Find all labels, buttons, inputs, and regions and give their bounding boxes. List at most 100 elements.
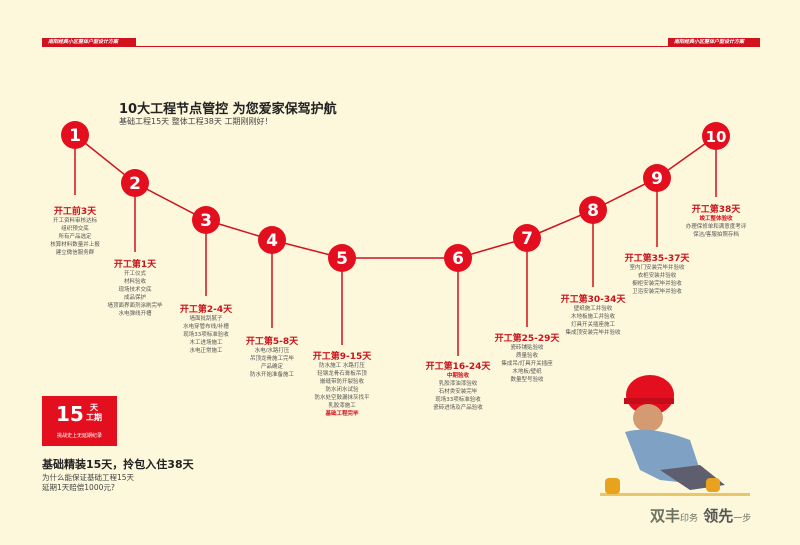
step-number: 8 [587, 201, 599, 221]
step-item: 墙面批刮腻子 [189, 316, 223, 322]
step-title: 开工第38天 [691, 205, 741, 215]
step-title: 开工第25-29天 [494, 334, 560, 344]
step-item: 水电正常施工 [189, 348, 223, 354]
step-node [444, 244, 472, 272]
step-item: 材料验收 [123, 279, 146, 285]
step-title: 开工第30-34天 [560, 295, 626, 305]
step-item: 防水开始准备施工 [249, 372, 294, 378]
step-10: 开工第38天 竣工整体验收 办理保修单和满意度考评 保洁/客服拍照存档 [656, 202, 776, 239]
step-item: 防水闭水试验 [325, 387, 359, 393]
step-title: 开工第2-4天 [179, 305, 233, 315]
step-item: 保洁/客服拍照存档 [693, 232, 739, 238]
step-item: 室内门安装完毕并验收 [629, 265, 685, 271]
step-item: 木工进场施工 [189, 340, 223, 346]
step-highlight: 竣工整体验收 [699, 216, 733, 222]
step-item: 乳胶漆油漆验收 [438, 381, 478, 387]
step-item: 集成吊/灯具开关插座 [501, 361, 553, 367]
page-subtitle: 基础工程15天 整体工程38天 工期刚刚好！ [119, 117, 273, 126]
step-3: 开工第2-4天 墙面批刮腻子 水电穿管布线/补槽 现场33项标准验收 木工进场施工 水电正… [146, 302, 266, 355]
step-item: 核算材料数量并上报 [50, 242, 100, 248]
step-item: 木地板/壁纸 [512, 369, 542, 375]
step-item: 质量验收 [515, 353, 538, 359]
step-title: 开工前3天 [53, 207, 97, 217]
step-item: 石材类安装完毕 [438, 389, 478, 395]
step-item: 组织预交底 [61, 226, 89, 232]
step-item: 灯具开关插座施工 [570, 322, 615, 328]
step-number: 6 [452, 249, 464, 269]
step-item: 墙顶面界面剂涂刷完毕 [107, 303, 163, 309]
badge-unit: 天工期 [86, 403, 102, 422]
step-number: 3 [200, 211, 212, 231]
step-item: 水电/水路打压 [254, 348, 290, 354]
step-number: 7 [521, 229, 533, 249]
step-title: 开工第35-37天 [624, 254, 690, 264]
step-item: 现场33项标准验收 [435, 397, 481, 403]
step-item: 成品保护 [123, 295, 146, 301]
step-item: 橱柜安装完毕并验收 [632, 281, 682, 287]
step-node [61, 121, 89, 149]
step-node [192, 206, 220, 234]
step-title: 开工第5-8天 [245, 337, 299, 347]
bottom-text: 为什么能保证基础工程15天 延期1天赔偿1000元? [42, 473, 135, 492]
step-node [258, 226, 286, 254]
step-item: 轻钢龙骨石膏板吊顶 [317, 371, 367, 377]
step-6: 开工第16-24天 中期验收 乳胶漆油漆验收 石材类安装完毕 现场33项标准验收 瓷砖进场… [398, 359, 518, 412]
step-number: 2 [129, 174, 141, 194]
step-number: 9 [651, 169, 663, 189]
step-title: 开工第9-15天 [312, 352, 372, 362]
step-item: 防水施工 水路打压 [319, 363, 365, 369]
step-number: 5 [336, 249, 348, 269]
step-item: 壁纸施工并验收 [573, 306, 613, 312]
step-item: 吊顶龙骨施工完毕 [249, 356, 294, 362]
step-item: 衣柜安装并验收 [637, 273, 677, 279]
step-2: 开工第1天 开工仪式 材料验收 现场技术交底 成品保护 墙顶面界面剂涂刷完毕 水电弹线开槽 [75, 257, 195, 318]
step-item: 水电穿管布线/补槽 [183, 324, 229, 330]
step-item: 数量型号验收 [510, 377, 544, 383]
step-node [579, 196, 607, 224]
step-number: 10 [706, 128, 727, 146]
step-item: 瓷砖进场及产品验收 [433, 405, 483, 411]
step-item: 现场33项标准验收 [183, 332, 229, 338]
step-item: 集成顶安装完毕并验收 [565, 330, 621, 336]
bottom-title: 基础精装15天，拎包入住38天 [42, 458, 194, 471]
step-9: 开工第35-37天 室内门安装完毕并验收 衣柜安装并验收 橱柜安装完毕并验收 卫浴安装完… [597, 251, 717, 296]
header-tag-right: 南阳经典小区整体户型设计方案 [668, 38, 760, 47]
step-highlight: 中期验收 [446, 373, 469, 379]
step-title: 开工第1天 [113, 260, 157, 270]
step-item: 防水处空鼓漏抹灰找平 [314, 395, 370, 401]
step-item: 木地板施工并验收 [570, 314, 615, 320]
page-title: 10大工程节点管控 为您爱家保驾护航 [119, 102, 337, 117]
step-node [702, 122, 730, 150]
step-4: 开工第5-8天 水电/水路打压 吊顶龙骨施工完毕 产品确定防水开始准备施工 [212, 334, 332, 379]
step-item: 水电弹线开槽 [118, 311, 152, 317]
step-item: 建立微信服务群 [55, 250, 95, 256]
step-node [643, 164, 671, 192]
badge-slogan: 挑战史上无延期纪录 [56, 433, 102, 439]
timeline-curve [74, 134, 717, 259]
step-item: 乳胶漆施工 [328, 403, 356, 409]
step-item: 所有产品选定 [58, 234, 92, 240]
step-5: 开工第9-15天 防水施工 水路打压 轻钢龙骨石膏板吊顶 嵌缝带防开裂验收 防水闭水试验… [282, 349, 402, 418]
step-item: 瓷砖铺贴验收 [510, 345, 544, 351]
step-7: 开工第25-29天 瓷砖铺贴验收 质量验收集成吊/灯具开关插座 木地板/壁纸 数量型号验… [467, 331, 587, 384]
step-number: 4 [266, 231, 278, 251]
step-item: 产品确定 [260, 364, 283, 370]
brand-logo: 双丰印务 领先一步 [650, 507, 752, 525]
badge-number: 15 [56, 402, 84, 426]
step-1: 开工前3天 开工资料审核达标 组织预交底所有产品选定核算材料数量并上报 建立微信服务群 [15, 204, 135, 257]
step-node [513, 224, 541, 252]
step-item: 卫浴安装完毕并验收 [632, 289, 682, 295]
step-node [328, 244, 356, 272]
step-item: 开工仪式 [123, 271, 146, 277]
step-item: 开工资料审核达标 [52, 218, 97, 224]
step-number: 1 [69, 126, 81, 146]
header-tag-left: 南阳经典小区整体户型设计方案 [42, 38, 136, 47]
step-item: 嵌缝带防开裂验收 [319, 379, 364, 385]
step-highlight: 基础工程完毕 [325, 411, 359, 417]
duration-badge: 15 天工期 挑战史上无延期纪录 [42, 396, 117, 446]
step-node [121, 169, 149, 197]
step-8: 开工第30-34天 壁纸施工并验收 木地板施工并验收 灯具开关插座施工 集成顶安装完毕并… [533, 292, 653, 337]
header-divider [42, 46, 758, 47]
